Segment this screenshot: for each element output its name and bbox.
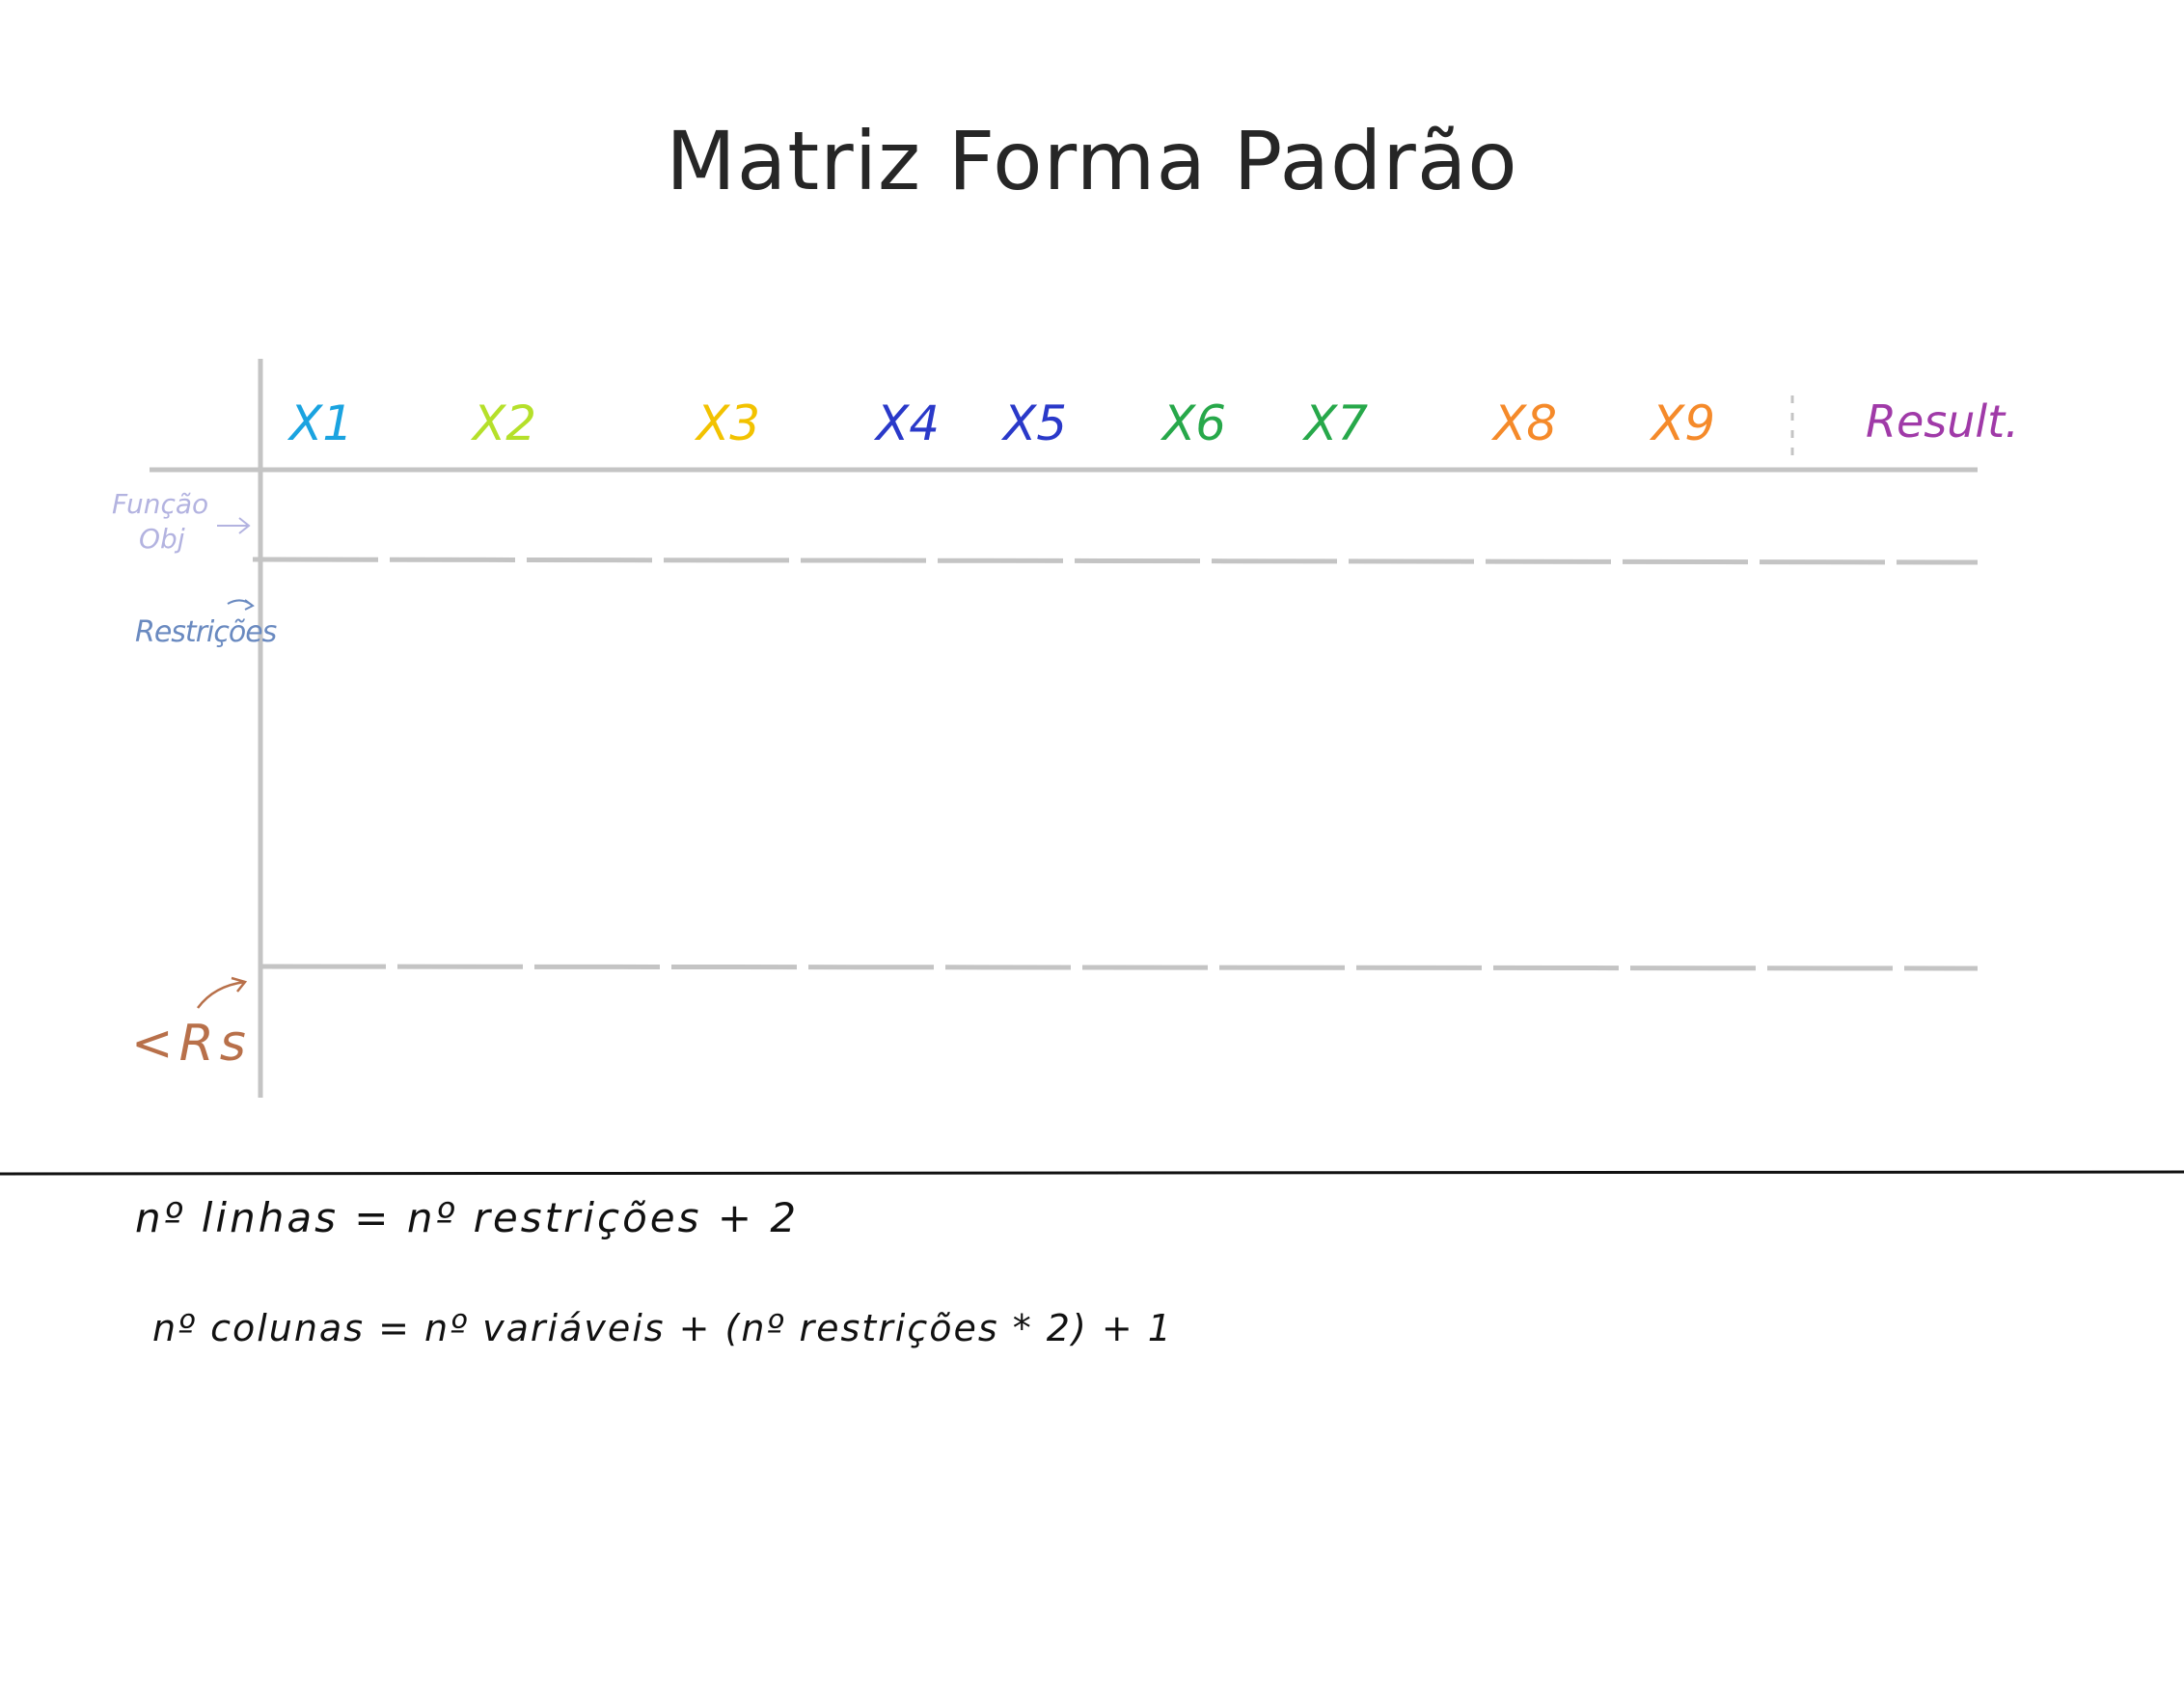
page-divider-line xyxy=(0,1170,2184,1176)
column-header-x8-label: X8 xyxy=(1493,395,1558,451)
column-header-x5-label: X5 xyxy=(1003,395,1068,451)
arrow-icon-objective xyxy=(217,517,251,534)
constraints-row-separator xyxy=(259,964,1979,971)
column-header-x9-label: X9 xyxy=(1652,395,1716,451)
row-label-result-row: <Rs xyxy=(131,1015,252,1073)
row-label-objective: Função Obj xyxy=(112,487,208,557)
note-line-columns: nº colunas = nº variáveis + (nº restriçõ… xyxy=(152,1307,1173,1349)
column-header-x6-label: X6 xyxy=(1162,395,1227,451)
objective-row-separator xyxy=(252,557,1979,565)
column-header-x7: X7 xyxy=(1304,395,1368,451)
arrow-icon-result-row xyxy=(196,976,248,1009)
column-header-result: Result. xyxy=(1866,395,2019,448)
row-label-objective-line1: Função xyxy=(112,488,209,520)
column-header-x6: X6 xyxy=(1162,395,1226,451)
page-title: Matriz Forma Padrão xyxy=(666,114,1518,208)
column-header-x2-label: X2 xyxy=(473,395,537,451)
column-header-result-label: Result. xyxy=(1866,395,2019,448)
row-label-objective-line2: Obj xyxy=(139,523,185,555)
column-header-x1: X1 xyxy=(289,395,353,451)
column-header-x4-label: X4 xyxy=(876,395,941,451)
column-header-x5: X5 xyxy=(1003,395,1067,451)
column-header-x7-label: X7 xyxy=(1304,395,1369,451)
column-header-x1-label: X1 xyxy=(289,395,354,451)
note-line-rows: nº linhas = nº restrições + 2 xyxy=(135,1194,800,1241)
column-header-x2: X2 xyxy=(473,395,536,451)
column-header-x4: X4 xyxy=(876,395,940,451)
row-label-constraints: Restrições xyxy=(135,615,277,649)
column-header-x3: X3 xyxy=(696,395,760,451)
arrow-icon-constraints xyxy=(227,599,255,611)
column-header-x3-label: X3 xyxy=(696,395,761,451)
column-header-x9: X9 xyxy=(1652,395,1715,451)
column-header-x8: X8 xyxy=(1493,395,1557,451)
